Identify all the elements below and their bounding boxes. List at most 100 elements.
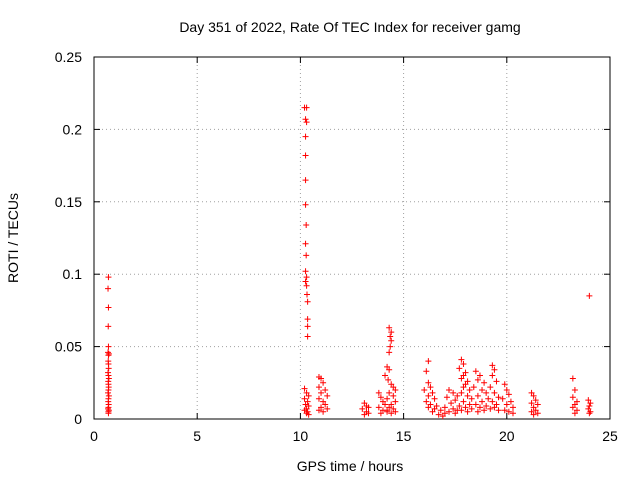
data-point — [460, 384, 467, 391]
plot-frame — [93, 56, 611, 420]
data-point — [359, 405, 366, 412]
data-point — [587, 408, 594, 415]
data-point — [460, 398, 467, 405]
data-point — [468, 395, 475, 402]
data-point — [503, 401, 510, 408]
data-point — [495, 394, 502, 401]
data-point — [387, 333, 394, 340]
data-point — [302, 133, 309, 140]
x-tick-label: 5 — [193, 428, 201, 444]
data-point — [386, 324, 393, 331]
data-point — [301, 395, 308, 402]
data-point — [509, 410, 516, 417]
data-point — [495, 407, 502, 414]
data-point — [425, 379, 432, 386]
data-point — [303, 252, 310, 259]
data-point — [458, 356, 465, 363]
data-point — [472, 401, 479, 408]
data-point — [474, 392, 481, 399]
data-point — [499, 395, 506, 402]
data-point — [386, 389, 393, 396]
data-point — [302, 401, 309, 408]
data-point — [474, 376, 481, 383]
data-point — [302, 152, 309, 159]
data-point — [464, 392, 471, 399]
data-point — [505, 391, 512, 398]
data-point — [388, 410, 395, 417]
data-point — [532, 397, 539, 404]
data-point — [446, 387, 453, 394]
data-point — [468, 405, 475, 412]
data-point — [476, 372, 483, 379]
data-point — [324, 392, 331, 399]
data-point — [377, 394, 384, 401]
y-tick-label: 0.1 — [63, 266, 83, 282]
data-point — [304, 323, 311, 330]
data-point — [303, 119, 310, 126]
data-point — [466, 387, 473, 394]
data-points — [105, 104, 594, 420]
data-point — [304, 408, 311, 415]
data-point — [441, 404, 448, 411]
data-point — [423, 398, 430, 405]
data-point — [458, 389, 465, 396]
data-point — [302, 240, 309, 247]
data-point — [460, 360, 467, 367]
data-point — [105, 375, 112, 382]
data-point — [501, 407, 508, 414]
x-tick-label: 0 — [90, 428, 98, 444]
data-point — [303, 221, 310, 228]
data-point — [388, 337, 395, 344]
data-point — [487, 384, 494, 391]
data-point — [320, 408, 327, 415]
data-point — [458, 375, 465, 382]
data-point — [571, 387, 578, 394]
data-point — [491, 404, 498, 411]
x-tick-label: 15 — [396, 428, 412, 444]
data-point — [586, 402, 593, 409]
data-point — [322, 401, 329, 408]
data-point — [392, 398, 399, 405]
data-point — [503, 387, 510, 394]
axis-ticks: 0 5 10 15 20 25 0 0.05 0.1 0.15 0.2 0.25 — [55, 49, 618, 444]
x-tick-label: 25 — [602, 428, 618, 444]
data-point — [392, 387, 399, 394]
data-point — [476, 404, 483, 411]
data-point — [390, 392, 397, 399]
data-point — [302, 278, 309, 285]
data-point — [454, 392, 461, 399]
data-point — [425, 358, 432, 365]
data-point — [466, 401, 473, 408]
data-point — [458, 407, 465, 414]
data-point — [586, 410, 593, 417]
data-point — [472, 368, 479, 375]
data-point — [303, 282, 310, 289]
chart-title: Day 351 of 2022, Rate Of TEC Index for r… — [179, 19, 520, 35]
data-point — [450, 389, 457, 396]
data-point — [375, 389, 382, 396]
data-point — [304, 316, 311, 323]
data-point — [437, 407, 444, 414]
data-point — [528, 400, 535, 407]
data-point — [320, 379, 327, 386]
data-point — [105, 365, 112, 372]
data-point — [530, 392, 537, 399]
data-point — [302, 177, 309, 184]
data-point — [485, 395, 492, 402]
data-point — [448, 400, 455, 407]
y-tick-label: 0.15 — [55, 194, 82, 210]
data-point — [377, 410, 384, 417]
data-point — [456, 365, 463, 372]
data-point — [462, 404, 469, 411]
data-point — [425, 404, 432, 411]
data-point — [489, 372, 496, 379]
data-point — [421, 387, 428, 394]
y-tick-label: 0.25 — [55, 49, 82, 65]
data-point — [429, 408, 436, 415]
data-point — [483, 389, 490, 396]
data-point — [439, 413, 446, 420]
data-point — [387, 343, 394, 350]
data-point — [586, 292, 593, 299]
